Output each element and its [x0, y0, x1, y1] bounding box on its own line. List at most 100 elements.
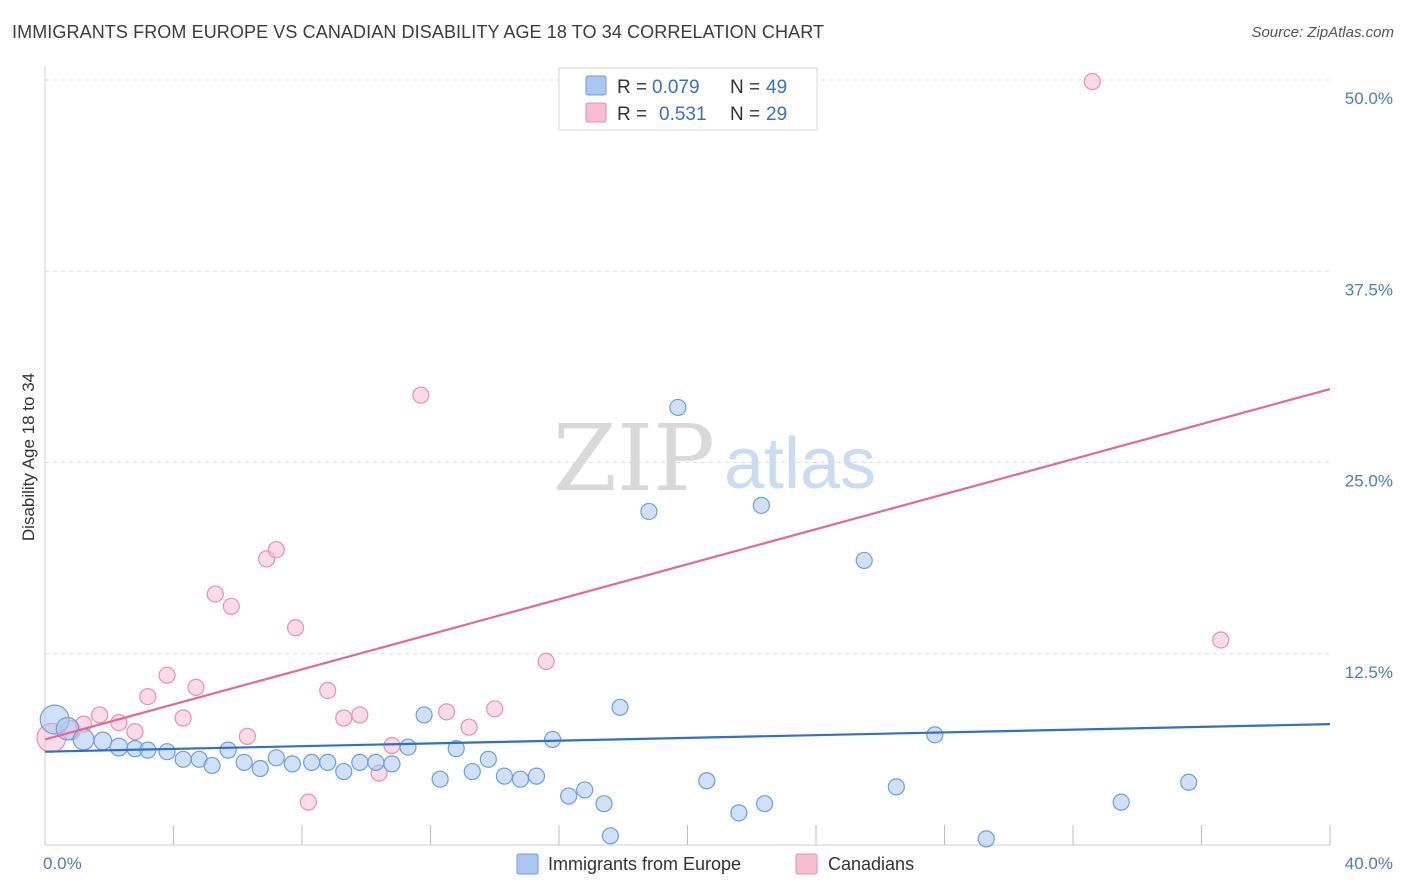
immigrants-point-41 [755, 795, 774, 813]
canadians-point-11 [222, 597, 240, 615]
canadians-point-5 [126, 723, 144, 741]
canadians-point-12 [238, 727, 256, 745]
immigrants-point-35 [611, 698, 629, 716]
x-tick-label-0: 0.0% [43, 854, 82, 873]
immigrants-point-38 [669, 398, 687, 417]
canadians-point-26 [537, 652, 555, 671]
immigrants-point-10 [203, 756, 221, 775]
canadians-point-9 [187, 678, 205, 697]
immigrants-point-14 [267, 749, 285, 767]
canadians-point-24 [460, 718, 478, 736]
watermark-atlas: atlas [724, 424, 876, 504]
immigrants-point-28 [495, 767, 513, 785]
immigrants-point-8 [174, 750, 192, 768]
canadians-point-21 [383, 736, 401, 755]
canadians-point-15 [286, 619, 305, 637]
immigrants-point-31 [543, 730, 562, 749]
y-axis-label: Disability Age 18 to 34 [19, 373, 38, 541]
immigrants-point-37 [640, 502, 658, 521]
series-legend-label-canadians: Canadians [828, 854, 914, 874]
immigrants-point-19 [351, 753, 369, 771]
legend-swatch-pink [585, 102, 607, 123]
immigrants-point-11 [219, 741, 237, 759]
trend-line-immigrants [44, 723, 1331, 753]
immigrants-point-15 [283, 755, 301, 773]
immigrants-point-18 [335, 762, 353, 781]
series-legend-label-immigrants: Immigrants from Europe [548, 854, 741, 874]
canadians-point-18 [335, 709, 353, 727]
canadians-point-17 [319, 681, 337, 700]
canadians-point-23 [437, 703, 456, 721]
immigrants-point-3 [93, 731, 113, 751]
canadians-point-6 [139, 687, 157, 706]
y-tick-label-1: 25.0% [1345, 472, 1393, 491]
immigrants-point-24 [431, 770, 449, 788]
immigrants-point-47 [1112, 793, 1130, 811]
immigrants-point-40 [730, 804, 748, 822]
immigrants-point-12 [235, 753, 253, 771]
immigrants-point-29 [511, 770, 530, 788]
trend-line-canadians [44, 387, 1331, 741]
gridlines [45, 79, 1330, 655]
immigrants-point-25 [447, 740, 465, 758]
immigrants-point-33 [576, 781, 594, 799]
immigrants-point-30 [527, 767, 546, 785]
y-tick-label-2: 37.5% [1345, 280, 1393, 299]
canadians-point-27 [1083, 72, 1101, 91]
canadians-point-25 [486, 700, 504, 718]
immigrants-point-32 [560, 787, 578, 805]
legend-n-label-2: N = [730, 104, 760, 125]
immigrants-point-46 [977, 830, 995, 848]
immigrants-point-45 [926, 726, 944, 744]
canadians-point-8 [174, 709, 192, 727]
source-label: Source: ZipAtlas.com [1251, 24, 1394, 41]
legend-n-value-1: 49 [766, 77, 787, 98]
trend-lines [44, 387, 1331, 753]
immigrants-point-48 [1180, 773, 1198, 791]
tick-labels: 12.5% 25.0% 37.5% 50.0% 0.0% 40.0% [43, 89, 1393, 873]
immigrants-point-2 [72, 728, 95, 751]
canadians-point-10 [206, 585, 224, 603]
immigrants-point-20 [367, 753, 385, 771]
legend-swatch-blue [585, 75, 607, 96]
watermark: ZIP atlas [553, 405, 876, 512]
legend-box: R = 0.079 N = 49 R = 0.531 N = 29 [558, 67, 818, 131]
immigrants-point-42 [752, 496, 770, 514]
legend-r-label-1: R = [617, 77, 647, 98]
canadians-point-19 [351, 706, 369, 724]
immigrants-point-44 [887, 778, 905, 796]
immigrants-point-16 [303, 753, 321, 771]
series-legend-swatch-pink [795, 853, 818, 875]
canadians-point-22 [412, 386, 430, 404]
y-tick-label-3: 50.0% [1345, 89, 1393, 108]
canadians-point-28 [1212, 631, 1230, 649]
immigrants-point-26 [463, 762, 481, 781]
legend-r-value-2: 0.531 [659, 104, 707, 125]
immigrants-point-36 [601, 827, 620, 845]
chart-title: IMMIGRANTS FROM EUROPE VS CANADIAN DISAB… [12, 22, 825, 42]
immigrants-point-13 [251, 759, 269, 778]
x-tick-label-1: 40.0% [1345, 854, 1393, 873]
immigrants-point-27 [479, 750, 497, 768]
immigrants-point-4 [109, 737, 129, 757]
canadians-point-16 [299, 793, 318, 811]
watermark-zip: ZIP [553, 405, 715, 512]
series-legend-swatch-blue [516, 853, 539, 875]
series-immigrants-points [39, 398, 1198, 848]
y-tick-label-0: 12.5% [1345, 663, 1393, 682]
canadians-point-14 [267, 541, 285, 559]
canadians-point-3 [91, 706, 109, 724]
immigrants-point-21 [383, 755, 401, 773]
series-legend: Immigrants from Europe Canadians [516, 853, 914, 875]
legend-n-value-2: 29 [766, 104, 787, 125]
immigrants-point-22 [399, 738, 417, 756]
immigrants-point-17 [319, 753, 337, 771]
canadians-point-7 [158, 666, 176, 684]
immigrants-point-39 [698, 772, 716, 790]
legend-r-value-1: 0.079 [652, 77, 700, 98]
legend-r-label-2: R = [617, 104, 647, 125]
immigrants-point-7 [158, 743, 176, 761]
legend-n-label-1: N = [730, 77, 760, 98]
immigrants-point-23 [415, 706, 433, 724]
